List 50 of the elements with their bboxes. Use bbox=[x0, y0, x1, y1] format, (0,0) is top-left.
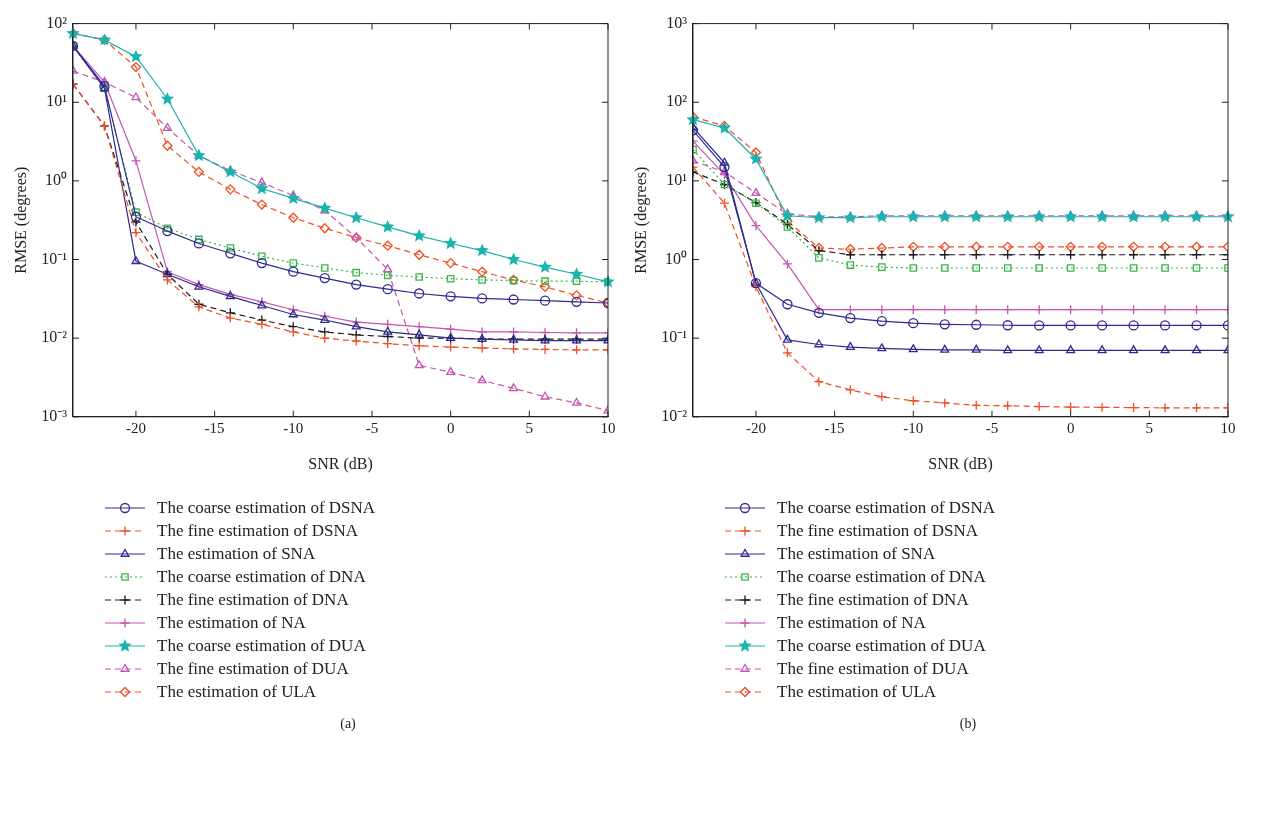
legend-label: The fine estimation of DSNA bbox=[157, 521, 359, 541]
x-tick-label: 5 bbox=[525, 419, 534, 436]
legend-label: The coarse estimation of DSNA bbox=[777, 498, 996, 518]
legend-label: The coarse estimation of DNA bbox=[157, 567, 366, 587]
x-tick-label: 0 bbox=[446, 419, 455, 436]
y-tick-label: 10² bbox=[666, 92, 688, 110]
y-axis-title: RMSE (degrees) bbox=[11, 166, 30, 274]
legend-label: The fine estimation of DUA bbox=[157, 659, 349, 679]
y-tick-label: 10⁰ bbox=[45, 171, 67, 189]
y-tick-label: 10⁻² bbox=[41, 328, 68, 346]
legend-label: The fine estimation of DNA bbox=[777, 590, 969, 610]
legend-label: The estimation of NA bbox=[157, 613, 306, 633]
x-tick-label: 0 bbox=[1066, 419, 1075, 436]
x-tick-label: -20 bbox=[125, 419, 146, 436]
legend-label: The fine estimation of DNA bbox=[157, 590, 349, 610]
legend-label: The coarse estimation of DUA bbox=[157, 636, 366, 656]
legend-label: The coarse estimation of DUA bbox=[777, 636, 986, 656]
x-tick-label: 10 bbox=[600, 419, 616, 436]
x-tick-label: 10 bbox=[1220, 419, 1236, 436]
legend-label: The coarse estimation of DNA bbox=[777, 567, 986, 587]
x-tick-label: -10 bbox=[283, 419, 304, 436]
x-tick-label: -5 bbox=[985, 419, 999, 436]
y-tick-label: 10² bbox=[46, 13, 68, 31]
y-tick-label: 10⁻³ bbox=[41, 407, 68, 424]
x-tick-label: 5 bbox=[1145, 419, 1154, 436]
x-tick-label: -15 bbox=[204, 419, 225, 436]
x-tick-label: -5 bbox=[365, 419, 379, 436]
y-tick-label: 10⁻¹ bbox=[661, 328, 688, 346]
x-tick-label: -10 bbox=[903, 419, 924, 436]
legend-label: The estimation of NA bbox=[777, 613, 926, 633]
text: (a) bbox=[339, 716, 356, 732]
legend-label: The estimation of ULA bbox=[777, 682, 937, 702]
y-tick-label: 10⁻¹ bbox=[41, 249, 68, 267]
x-tick-label: -15 bbox=[824, 419, 845, 436]
y-axis-title: RMSE (degrees) bbox=[631, 166, 650, 274]
legend-label: The coarse estimation of DSNA bbox=[157, 498, 376, 518]
x-axis-title: SNR (dB) bbox=[308, 454, 373, 473]
legend-label: The fine estimation of DSNA bbox=[777, 521, 979, 541]
y-tick-label: 10¹ bbox=[666, 171, 688, 189]
x-tick-label: -20 bbox=[745, 419, 766, 436]
y-tick-label: 10¹ bbox=[46, 92, 68, 110]
y-tick-label: 10³ bbox=[666, 13, 688, 31]
legend-label: The estimation of ULA bbox=[157, 682, 317, 702]
y-tick-label: 10⁰ bbox=[665, 249, 687, 267]
legend-label: The fine estimation of DUA bbox=[777, 659, 969, 679]
legend-label: The estimation of SNA bbox=[777, 544, 936, 564]
text: (b) bbox=[958, 716, 977, 732]
y-tick-label: 10⁻² bbox=[661, 407, 688, 424]
x-axis-title: SNR (dB) bbox=[928, 454, 993, 473]
legend-label: The estimation of SNA bbox=[157, 544, 316, 564]
